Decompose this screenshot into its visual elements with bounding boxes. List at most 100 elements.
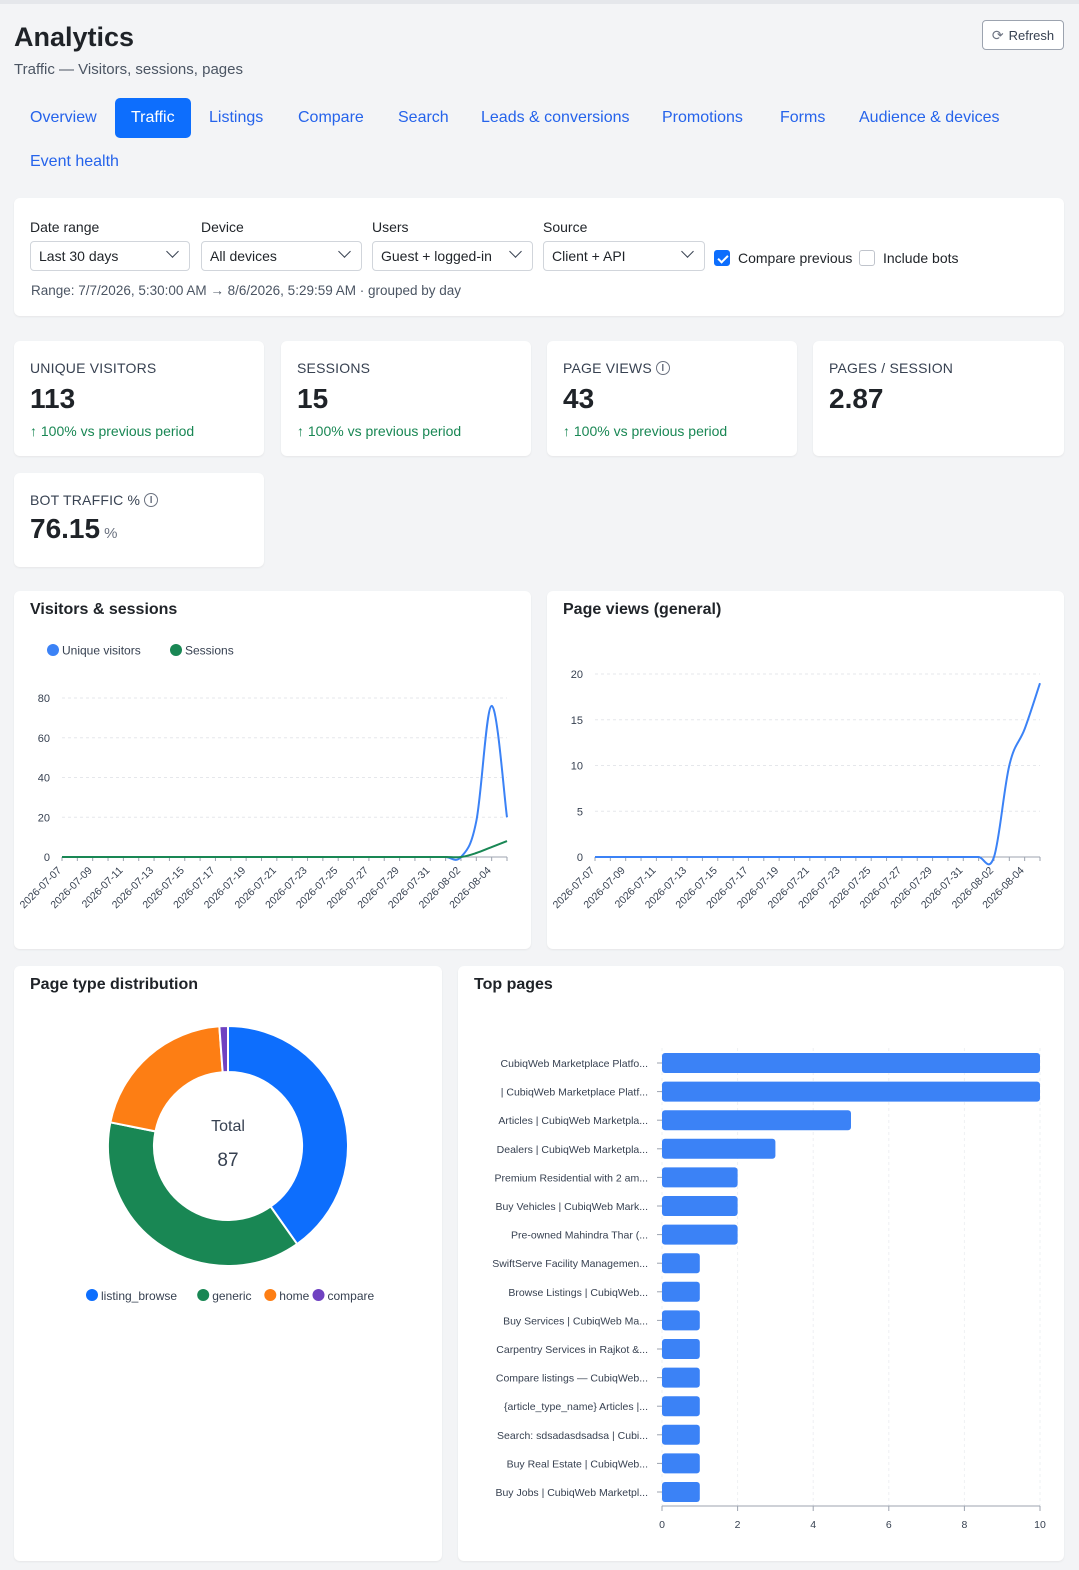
tab-search[interactable]: Search (398, 109, 449, 126)
bar (662, 1053, 1040, 1073)
y-tick-label: 40 (38, 773, 50, 785)
info-icon[interactable]: i (655, 361, 670, 375)
kpi-pages-per-session: PAGES / SESSION 2.87 (813, 341, 1064, 456)
device-value: All devices (210, 248, 277, 264)
y-tick-label: Pre-owned Mahindra Thar (... (511, 1230, 648, 1242)
kpi-value: 15 (297, 383, 329, 414)
bar (662, 1396, 700, 1417)
y-tick-label: 20 (571, 669, 583, 681)
include-bots-checkbox[interactable] (859, 250, 875, 266)
legend-label: Unique visitors (62, 644, 141, 658)
x-tick-label: 2 (735, 1519, 741, 1531)
kpi-sessions: SESSIONS 15 ↑ 100% vs previous period (281, 341, 531, 456)
y-tick-label: 15 (571, 715, 583, 727)
include-bots-label[interactable]: Include bots (883, 250, 959, 266)
legend-label: compare (328, 1289, 375, 1303)
tab-listings[interactable]: Listings (209, 109, 264, 126)
y-tick-label: Buy Services | CubiqWeb Ma... (503, 1315, 648, 1327)
top-pages-bar-chart: 0 2 4 6 8 10 CubiqWeb Marketplace Platfo... | C… (492, 1048, 1046, 1531)
bar (662, 1138, 776, 1159)
legend-label: home (279, 1289, 309, 1303)
donut-slice-listing-browse (227, 1024, 349, 1246)
tab-event-health[interactable]: Event health (30, 153, 119, 170)
kpi-label-row: BOT TRAFFIC % i (30, 492, 159, 508)
chart-title: Visitors & sessions (30, 601, 178, 618)
page-views-chart: 051015202026-07-072026-07-092026-07-1120… (551, 669, 1041, 911)
users-select[interactable]: Guest + logged-in (372, 241, 533, 271)
y-tick-label: | CubiqWeb Marketplace Platf... (501, 1087, 648, 1099)
kpi-value-row: 76.15% (30, 513, 117, 545)
y-tick-label: SwiftServe Facility Managemen... (492, 1258, 648, 1270)
top-border (0, 0, 1079, 4)
y-tick-label: {article_type_name} Articles |... (504, 1401, 648, 1413)
kpi-page-views: PAGE VIEWS i 43 ↑ 100% vs previous perio… (547, 341, 797, 456)
page-subtitle: Traffic — Visitors, sessions, pages (14, 61, 243, 78)
top-pages-card: Top pages 0 2 4 6 8 10 CubiqWeb Marketplace Pl… (458, 966, 1064, 1561)
legend-marker (47, 644, 59, 656)
donut-center-value: 87 (217, 1150, 238, 1171)
tab-leads-conversions[interactable]: Leads & conversions (481, 109, 630, 126)
donut-center-label: Total (211, 1118, 245, 1135)
bar (662, 1167, 738, 1188)
tab-forms[interactable]: Forms (780, 109, 826, 126)
y-tick-label: Premium Residential with 2 am... (495, 1172, 648, 1184)
x-tick-label: 10 (1034, 1519, 1046, 1531)
page-type-donut-chart: Total 87 listing_browse generic home compare (86, 1024, 375, 1303)
x-tick-label: 6 (886, 1519, 892, 1531)
y-tick-label: Buy Real Estate | CubiqWeb... (507, 1458, 648, 1470)
date-range-select[interactable]: Last 30 days (30, 241, 190, 271)
tab-audience-devices[interactable]: Audience & devices (859, 109, 1000, 126)
kpi-label: UNIQUE VISITORS (30, 360, 157, 376)
legend-marker (170, 644, 182, 656)
kpi-bot-traffic: BOT TRAFFIC % i 76.15% (14, 473, 264, 567)
y-tick-label: Buy Jobs | CubiqWeb Marketpl... (495, 1487, 648, 1499)
tab-compare[interactable]: Compare (298, 109, 364, 126)
y-tick-label: 0 (44, 852, 50, 864)
refresh-icon: ⟳ (991, 26, 1004, 43)
bar (662, 1424, 700, 1445)
refresh-label: Refresh (1008, 27, 1055, 43)
legend-marker (264, 1289, 277, 1301)
y-tick-label: 80 (38, 693, 50, 705)
chevron-down-icon (509, 245, 522, 258)
filter-panel: Date range Last 30 days Device All devic… (14, 198, 1064, 316)
legend-label: Sessions (185, 644, 234, 658)
bar (662, 1310, 700, 1331)
bar (662, 1196, 738, 1216)
x-tick-label: 4 (810, 1519, 816, 1531)
chevron-down-icon (338, 245, 351, 258)
legend-label: generic (212, 1289, 251, 1303)
bar (662, 1281, 700, 1302)
y-tick-label: Browse Listings | CubiqWeb... (508, 1287, 648, 1299)
tab-traffic[interactable]: Traffic (115, 98, 191, 138)
y-tick-label: 60 (38, 733, 50, 745)
source-value: Client + API (552, 248, 626, 264)
series-line-page-views (595, 682, 1041, 866)
tab-overview[interactable]: Overview (30, 109, 97, 126)
kpi-value: 113 (30, 383, 76, 414)
kpi-label: PAGES / SESSION (829, 360, 954, 376)
users-label: Users (372, 219, 409, 235)
refresh-button[interactable]: ⟳ Refresh (982, 20, 1064, 50)
compare-previous-label[interactable]: Compare previous (738, 250, 853, 266)
bar (662, 1224, 738, 1245)
compare-previous-checkbox[interactable] (714, 250, 730, 266)
legend-marker (197, 1289, 210, 1301)
tab-promotions[interactable]: Promotions (662, 109, 743, 126)
y-tick-label: Carpentry Services in Rajkot &... (496, 1344, 648, 1356)
visitors-sessions-chart: 0204060802026-07-072026-07-092026-07-112… (18, 644, 508, 911)
bar (662, 1110, 851, 1131)
y-tick-label: 10 (571, 761, 583, 773)
bar (662, 1453, 700, 1474)
x-tick-label: 0 (659, 1519, 665, 1531)
kpi-label: PAGE VIEWS (563, 360, 652, 376)
donut-slice-compare (218, 1024, 229, 1074)
device-select[interactable]: All devices (201, 241, 362, 271)
kpi-unique-visitors: UNIQUE VISITORS 113 ↑ 100% vs previous p… (14, 341, 264, 456)
bar (662, 1081, 1040, 1102)
bar (662, 1482, 700, 1502)
visitors-sessions-card: Visitors & sessions 0 20 40 60 80 2026-07-07 2… (14, 591, 531, 949)
source-select[interactable]: Client + API (543, 241, 705, 271)
chart-title: Page views (general) (563, 601, 722, 618)
info-icon[interactable]: i (144, 493, 159, 507)
